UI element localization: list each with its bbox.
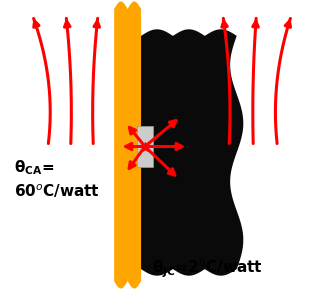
Text: $\mathbf{\theta_{JC}}$=2$^o$C/watt: $\mathbf{\theta_{JC}}$=2$^o$C/watt [152, 259, 262, 280]
Text: 60$^o$C/watt: 60$^o$C/watt [14, 183, 100, 200]
Text: $\mathbf{\theta_{CA}}$=: $\mathbf{\theta_{CA}}$= [14, 158, 54, 177]
Polygon shape [114, 1, 141, 289]
Polygon shape [141, 29, 243, 276]
Bar [137, 126, 153, 167]
